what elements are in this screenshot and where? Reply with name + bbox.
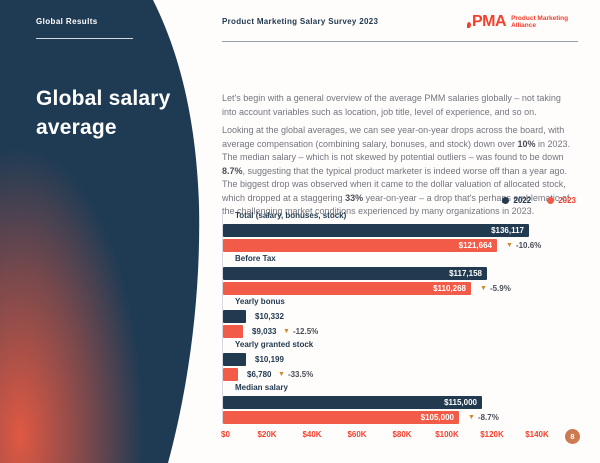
bar-2022: $10,332 [223,310,284,323]
sidebar-background-shape [0,0,200,463]
category-label: Total (salary, bonuses, stock) [235,211,347,220]
bar-value-label: $110,268 [433,284,466,293]
bar-2023: $110,268 [223,282,471,295]
bar-value-label: $117,158 [449,269,482,278]
page-title: Global salary average [36,87,171,139]
logo-name-line1: Product Marketing [511,14,569,22]
bar-row-2023: $121,664 ▼ -10.6% [223,239,578,252]
bar-value-label: $115,000 [444,398,477,407]
down-arrow-icon: ▼ [278,371,285,378]
logo-name-line2: Alliance [511,22,536,29]
change-value: -33.5% [287,370,314,379]
legend-item-2022: 2022 [502,196,531,205]
change-value: -5.9% [489,284,511,293]
change-value: -10.6% [515,241,542,250]
down-arrow-icon: ▼ [283,328,290,335]
bar-value-label: $6,780 [247,370,272,379]
document-title: Product Marketing Salary Survey 2023 [222,17,379,26]
legend-dot-2022-icon [502,197,510,204]
section-label: Global Results [36,17,98,26]
pma-logo-abbr: PMA [467,13,507,30]
x-axis-tick: $60K [347,430,367,439]
x-axis-tick: $80K [392,430,412,439]
page-number-badge: 8 [565,429,580,444]
bar-2023: $121,664 [223,239,497,252]
x-axis-tick: $20K [257,430,277,439]
chart-group-granted-stock: Yearly granted stock $10,199 $6,780 ▼ -33… [223,340,578,381]
bar-2023: $6,780 [223,368,271,381]
bar-row-2022: $115,000 [223,396,578,409]
bar-2023: $9,033 [223,325,276,338]
bar-value-label: $121,664 [458,241,492,250]
logo-abbr-text: PMA [472,13,507,30]
chart-plot-area: Total (salary, bonuses, stock) $136,117 … [222,211,578,424]
section-underline [36,38,133,39]
category-label: Yearly granted stock [235,340,314,349]
intro-paragraph: Let's begin with a general overview of t… [222,93,561,117]
analysis-paragraph: Looking at the global averages, we can s… [222,125,571,216]
salary-bar-chart: Total (salary, bonuses, stock) $136,117 … [221,211,578,442]
chart-legend: 2022 2023 [502,196,576,205]
chart-group-yearly-bonus: Yearly bonus $10,332 $9,033 ▼ -12.5% [223,297,578,338]
bar-value-label: $9,033 [252,327,277,336]
x-axis-tick: $100K [435,430,459,439]
bar-value-label: $10,332 [255,312,284,321]
bar-2022: $115,000 [223,396,482,409]
bar-value-label: $105,000 [420,413,454,422]
bar-row-2023: $6,780 ▼ -33.5% [223,368,578,381]
change-indicator: ▼ -8.7% [468,411,499,424]
bar-value-label: $136,117 [491,226,524,235]
pma-logo-name: Product Marketing Alliance [511,15,568,30]
header-divider [222,41,578,42]
change-value: -8.7% [477,413,499,422]
change-indicator: ▼ -5.9% [480,282,511,295]
legend-dot-2023-icon [547,197,555,204]
bar-2022: $117,158 [223,267,487,280]
pma-logo: PMA Product Marketing Alliance [467,14,568,30]
x-axis-tick: $120K [480,430,504,439]
category-label: Yearly bonus [235,297,285,306]
bar-value-label: $10,199 [255,355,284,364]
chart-group-median-salary: Median salary $115,000 $105,000 ▼ -8.7% [223,383,578,424]
logo-quote-icon [467,22,471,28]
down-arrow-icon: ▼ [480,285,487,292]
x-axis-tick: $0 [221,430,230,439]
legend-item-2023: 2023 [547,196,576,205]
bar-row-2022: $117,158 [223,267,578,280]
x-axis-tick: $140K [525,430,549,439]
change-value: -12.5% [292,327,319,336]
change-indicator: ▼ -12.5% [283,325,318,338]
bar-row-2023: $9,033 ▼ -12.5% [223,325,578,338]
x-axis: $0 $20K $40K $60K $80K $100K $120K $140K [221,430,578,442]
bar-row-2023: $110,268 ▼ -5.9% [223,282,578,295]
legend-label-2023: 2023 [558,196,576,205]
x-axis-tick: $40K [302,430,322,439]
chart-group-before-tax: Before Tax $117,158 $110,268 ▼ -5.9% [223,254,578,295]
down-arrow-icon: ▼ [468,414,475,421]
bar-2022: $10,199 [223,353,284,366]
category-label: Median salary [235,383,288,392]
bar-2023: $105,000 [223,411,459,424]
bar-row-2022: $136,117 [223,224,578,237]
legend-label-2022: 2022 [513,196,532,205]
change-indicator: ▼ -10.6% [506,239,541,252]
down-arrow-icon: ▼ [506,242,513,249]
bar-row-2022: $10,199 [223,353,578,366]
category-label: Before Tax [235,254,276,263]
bar-row-2023: $105,000 ▼ -8.7% [223,411,578,424]
change-indicator: ▼ -33.5% [278,368,313,381]
bar-2022: $136,117 [223,224,529,237]
bar-row-2022: $10,332 [223,310,578,323]
chart-group-total: Total (salary, bonuses, stock) $136,117 … [223,211,578,252]
